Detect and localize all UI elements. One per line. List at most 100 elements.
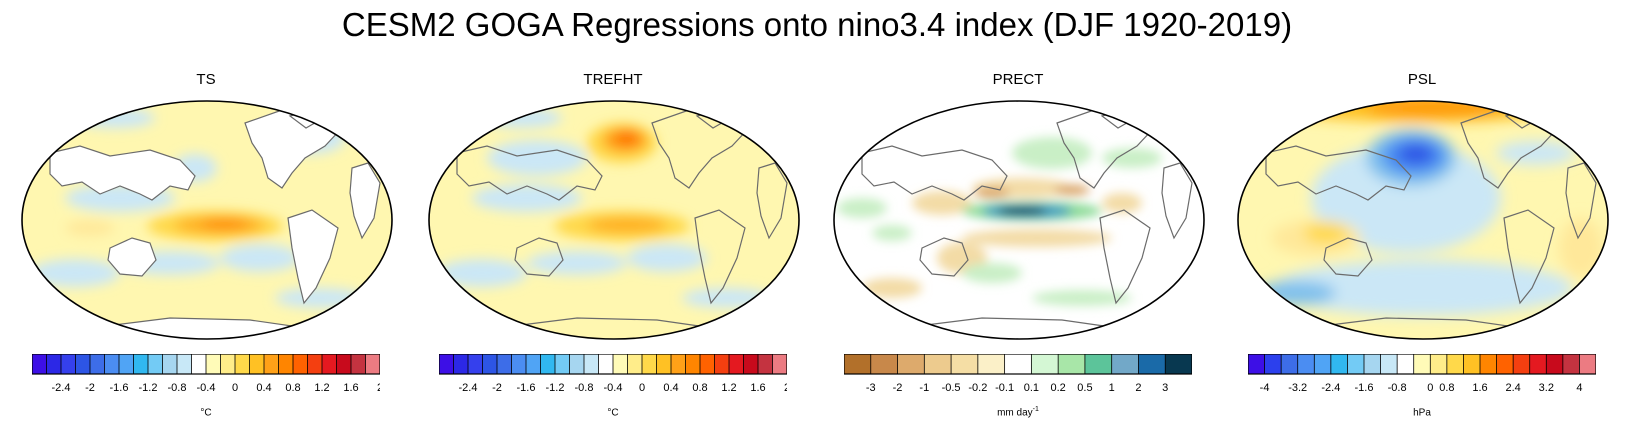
colorbar-swatch bbox=[1057, 354, 1086, 375]
colorbar-tick-label: 1.2 bbox=[314, 382, 329, 394]
colorbar-swatch bbox=[1413, 354, 1432, 375]
colorbar-tick-label: -0.5 bbox=[942, 382, 961, 394]
colorbar-swatch bbox=[482, 354, 498, 375]
colorbar-swatch bbox=[1363, 354, 1382, 375]
colorbar-tick-label: -1 bbox=[919, 382, 929, 394]
colorbar-tick-label: 2 bbox=[784, 382, 787, 394]
colorbar-tick-label: -1.2 bbox=[546, 382, 565, 394]
colorbar-swatch bbox=[234, 354, 251, 375]
colorbar-swatch bbox=[1446, 354, 1465, 375]
main-title: CESM2 GOGA Regressions onto nino3.4 inde… bbox=[341, 6, 1293, 43]
colorbar-swatch bbox=[263, 354, 280, 375]
colorbar-swatch bbox=[685, 354, 701, 375]
colorbar-swatch bbox=[699, 354, 716, 375]
colorbar-tick-label: 2 bbox=[1135, 382, 1141, 394]
panel-title: PRECT bbox=[992, 71, 1044, 88]
colorbar-swatch bbox=[923, 354, 952, 375]
colorbar-tick-label: -1.6 bbox=[110, 382, 129, 394]
colorbar-units: hPa bbox=[1413, 407, 1431, 419]
colorbar-units: mm day-1 bbox=[997, 406, 1039, 419]
colorbar-swatch bbox=[598, 354, 614, 375]
colorbar-swatch bbox=[118, 354, 135, 375]
colorbar-swatch bbox=[554, 354, 571, 375]
colorbar-swatch bbox=[1463, 354, 1481, 375]
colorbar-tick-label: -2.4 bbox=[52, 382, 71, 394]
colorbar-frame bbox=[844, 354, 1192, 375]
colorbar-tick-label: -1.6 bbox=[1355, 382, 1374, 394]
colorbar-tick-label: -2.4 bbox=[1321, 382, 1340, 394]
colorbar-swatch bbox=[950, 354, 979, 375]
colorbar-swatch bbox=[1030, 354, 1059, 375]
colorbar-tick-label: 3.2 bbox=[1539, 382, 1554, 394]
colorbar-tick-label: -4 bbox=[1260, 382, 1270, 394]
colorbar-swatch bbox=[1264, 354, 1282, 375]
colorbar-tick-label: -0.8 bbox=[168, 382, 187, 394]
colorbar-swatch bbox=[1164, 354, 1192, 375]
colorbar-tick-label: 0 bbox=[639, 382, 645, 394]
colorbar-swatch bbox=[1248, 354, 1266, 375]
colorbar-swatch bbox=[133, 354, 149, 375]
colorbar-tick-label: 1.2 bbox=[721, 382, 736, 394]
colorbar-tick-label: -1.6 bbox=[517, 382, 536, 394]
colorbar-tick-label: -3 bbox=[866, 382, 876, 394]
colorbar-swatch bbox=[870, 354, 899, 375]
colorbar-swatch bbox=[540, 354, 556, 375]
colorbar-swatch bbox=[612, 354, 629, 375]
panel-prect: PRECT bbox=[820, 70, 1216, 420]
colorbar-swatch bbox=[60, 354, 77, 375]
colorbar-trefht: -2.4-2-1.6-1.2-0.8-0.400.40.81.21.622.4 bbox=[439, 354, 787, 394]
colorbar-swatch bbox=[897, 354, 926, 375]
colorbar-swatch bbox=[1330, 354, 1349, 375]
colorbar-swatch bbox=[1545, 354, 1564, 375]
colorbar-swatch bbox=[844, 354, 872, 375]
colorbar-tick-label: 0 bbox=[232, 382, 238, 394]
colorbar-swatch bbox=[1297, 354, 1316, 375]
colorbar-tick-label: 2 bbox=[377, 382, 380, 394]
colorbar-swatch bbox=[743, 354, 759, 375]
colorbar-tick-label: -3.2 bbox=[1288, 382, 1307, 394]
colorbar-swatch bbox=[307, 354, 323, 375]
panel-title: TREFHT bbox=[583, 71, 643, 88]
colorbar-frame bbox=[32, 354, 380, 375]
colorbar-swatch bbox=[1579, 354, 1596, 375]
colorbar-swatch bbox=[569, 354, 585, 375]
colorbar-swatch bbox=[496, 354, 513, 375]
colorbar-swatch bbox=[1111, 354, 1140, 375]
colorbar-tick-label: -0.4 bbox=[197, 382, 216, 394]
colorbar-tick-label: 4 bbox=[1576, 382, 1582, 394]
colorbar-swatch bbox=[1280, 354, 1299, 375]
colorbar-swatch bbox=[627, 354, 643, 375]
colorbar-swatch bbox=[321, 354, 338, 375]
map-psl bbox=[1237, 100, 1609, 340]
colorbar-tick-label: 2.4 bbox=[1505, 382, 1520, 394]
colorbar-swatch bbox=[656, 354, 672, 375]
colorbar-swatch bbox=[714, 354, 730, 375]
colorbar-swatch bbox=[728, 354, 745, 375]
colorbar-ts: -2.4-2-1.6-1.2-0.8-0.400.40.81.21.622.4 bbox=[32, 354, 380, 394]
colorbar-swatch bbox=[249, 354, 265, 375]
colorbar-tick-label: -0.8 bbox=[575, 382, 594, 394]
colorbar-tick-label: 3 bbox=[1162, 382, 1168, 394]
colorbar-units: °C bbox=[607, 407, 619, 419]
colorbar-swatch bbox=[525, 354, 542, 375]
colorbar-tick-label: -2.4 bbox=[459, 382, 478, 394]
colorbar-swatch bbox=[467, 354, 484, 375]
colorbar-tick-label: 0.5 bbox=[1077, 382, 1092, 394]
colorbar-swatch bbox=[1479, 354, 1498, 375]
colorbar-swatch bbox=[336, 354, 352, 375]
map-trefht bbox=[428, 100, 800, 340]
colorbar-swatch bbox=[176, 354, 193, 375]
colorbar-tick-label: 0 bbox=[1427, 382, 1433, 394]
colorbar-swatch bbox=[641, 354, 658, 375]
colorbar-tick-label: 0.8 bbox=[692, 382, 707, 394]
colorbar-swatch bbox=[1380, 354, 1398, 375]
colorbar-tick-label: -2 bbox=[893, 382, 903, 394]
colorbar-tick-label: 0.8 bbox=[285, 382, 300, 394]
colorbar-swatch bbox=[1512, 354, 1531, 375]
colorbar-swatch bbox=[1313, 354, 1332, 375]
map-prect bbox=[833, 100, 1205, 340]
colorbar-tick-label: -0.4 bbox=[604, 382, 623, 394]
colorbar-tick-label: 1 bbox=[1109, 382, 1115, 394]
colorbar-swatch bbox=[1347, 354, 1365, 375]
colorbar-swatch bbox=[1084, 354, 1113, 375]
